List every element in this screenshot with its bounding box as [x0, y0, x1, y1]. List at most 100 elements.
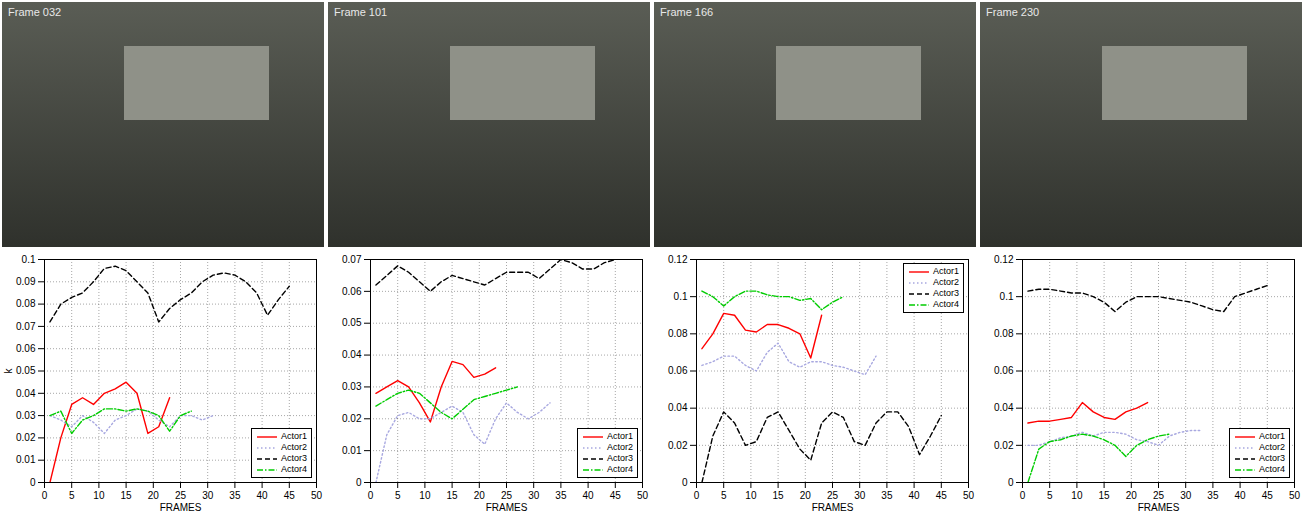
svg-text:50: 50 — [963, 490, 975, 501]
svg-text:5: 5 — [395, 490, 401, 501]
svg-text:0.02: 0.02 — [668, 440, 688, 451]
svg-text:35: 35 — [229, 490, 241, 501]
svg-text:5: 5 — [1047, 490, 1053, 501]
html-text:Actor2: Actor2 — [933, 277, 959, 287]
svg-text:0.1: 0.1 — [22, 254, 36, 265]
svg-text:15: 15 — [1099, 490, 1111, 501]
svg-text:10: 10 — [1071, 490, 1083, 501]
svg-text:0: 0 — [30, 477, 36, 488]
html-text:Actor1: Actor1 — [1259, 431, 1285, 441]
svg-text:0.02: 0.02 — [994, 440, 1014, 451]
html-text:Frame 166: Frame 166 — [660, 6, 714, 18]
svg-text:15: 15 — [773, 490, 785, 501]
svg-text:50: 50 — [311, 490, 323, 501]
svg-text:0.03: 0.03 — [16, 410, 36, 421]
svg-text:0.04: 0.04 — [16, 388, 36, 399]
svg-text:0: 0 — [42, 490, 48, 501]
html-text:Actor3: Actor3 — [607, 453, 633, 463]
svg-text:30: 30 — [854, 490, 866, 501]
svg-text:30: 30 — [202, 490, 214, 501]
svg-text:25: 25 — [175, 490, 187, 501]
svg-text:FRAMES: FRAMES — [486, 502, 528, 513]
svg-text:0.1: 0.1 — [1000, 291, 1014, 302]
svg-text:45: 45 — [936, 490, 948, 501]
html-text:Actor4: Actor4 — [933, 299, 959, 309]
svg-text:20: 20 — [474, 490, 486, 501]
svg-text:0: 0 — [694, 490, 700, 501]
svg-text:0.09: 0.09 — [16, 276, 36, 287]
svg-text:45: 45 — [284, 490, 296, 501]
svg-text:0.02: 0.02 — [16, 432, 36, 443]
svg-text:0.02: 0.02 — [342, 413, 362, 424]
svg-text:0: 0 — [356, 477, 362, 488]
svg-text:0.06: 0.06 — [342, 286, 362, 297]
svg-text:0: 0 — [1020, 490, 1026, 501]
svg-text:0.06: 0.06 — [668, 365, 688, 376]
svg-text:40: 40 — [257, 490, 269, 501]
svg-text:5: 5 — [721, 490, 727, 501]
svg-text:0.1: 0.1 — [674, 291, 688, 302]
html-text:Actor3: Actor3 — [933, 288, 959, 298]
svg-text:15: 15 — [447, 490, 459, 501]
svg-text:0.01: 0.01 — [16, 454, 36, 465]
svg-text:20: 20 — [1126, 490, 1138, 501]
svg-text:40: 40 — [583, 490, 595, 501]
svg-text:0.08: 0.08 — [16, 298, 36, 309]
svg-text:FRAMES: FRAMES — [160, 502, 202, 513]
svg-text:20: 20 — [800, 490, 812, 501]
svg-text:25: 25 — [501, 490, 513, 501]
svg-text:25: 25 — [1153, 490, 1165, 501]
svg-text:25: 25 — [827, 490, 839, 501]
svg-text:45: 45 — [610, 490, 622, 501]
svg-text:0.12: 0.12 — [994, 254, 1014, 265]
html-text:Frame 230: Frame 230 — [986, 6, 1040, 18]
svg-text:0.05: 0.05 — [16, 365, 36, 376]
svg-text:35: 35 — [555, 490, 567, 501]
svg-text:0.04: 0.04 — [994, 402, 1014, 413]
html-text:Actor2: Actor2 — [1259, 442, 1285, 452]
html-text:Actor1: Actor1 — [933, 266, 959, 276]
svg-text:10: 10 — [745, 490, 757, 501]
svg-text:40: 40 — [1235, 490, 1247, 501]
html-text:Actor4: Actor4 — [281, 464, 307, 474]
svg-text:10: 10 — [419, 490, 431, 501]
svg-text:45: 45 — [1262, 490, 1274, 501]
html-text:Actor2: Actor2 — [607, 442, 633, 452]
svg-text:k: k — [3, 368, 14, 374]
svg-text:0.01: 0.01 — [342, 445, 362, 456]
svg-text:35: 35 — [1207, 490, 1219, 501]
svg-text:50: 50 — [637, 490, 649, 501]
svg-text:0.04: 0.04 — [668, 402, 688, 413]
svg-text:5: 5 — [69, 490, 75, 501]
svg-text:15: 15 — [121, 490, 133, 501]
svg-text:FRAMES: FRAMES — [812, 502, 854, 513]
svg-text:0.07: 0.07 — [342, 254, 362, 265]
svg-text:30: 30 — [1180, 490, 1192, 501]
svg-text:35: 35 — [881, 490, 893, 501]
html-text:Frame 101: Frame 101 — [334, 6, 388, 18]
html-text:Actor1: Actor1 — [281, 431, 307, 441]
svg-text:0.06: 0.06 — [994, 365, 1014, 376]
svg-text:0.08: 0.08 — [994, 328, 1014, 339]
svg-text:20: 20 — [148, 490, 160, 501]
svg-text:0: 0 — [1008, 477, 1014, 488]
svg-text:FRAMES: FRAMES — [1138, 502, 1180, 513]
svg-text:0.06: 0.06 — [16, 343, 36, 354]
svg-text:0.12: 0.12 — [668, 254, 688, 265]
svg-text:0.05: 0.05 — [342, 317, 362, 328]
svg-text:0.08: 0.08 — [668, 328, 688, 339]
svg-text:0.03: 0.03 — [342, 381, 362, 392]
svg-text:0.07: 0.07 — [16, 321, 36, 332]
svg-text:0: 0 — [368, 490, 374, 501]
svg-text:40: 40 — [909, 490, 921, 501]
html-text:Frame 032: Frame 032 — [8, 6, 62, 18]
svg-text:50: 50 — [1289, 490, 1301, 501]
svg-text:30: 30 — [528, 490, 540, 501]
html-text:Actor1: Actor1 — [607, 431, 633, 441]
svg-text:0.04: 0.04 — [342, 349, 362, 360]
html-text:Actor4: Actor4 — [607, 464, 633, 474]
svg-text:0: 0 — [682, 477, 688, 488]
html-text:Actor2: Actor2 — [281, 442, 307, 452]
html-text:Actor3: Actor3 — [281, 453, 307, 463]
svg-text:10: 10 — [93, 490, 105, 501]
